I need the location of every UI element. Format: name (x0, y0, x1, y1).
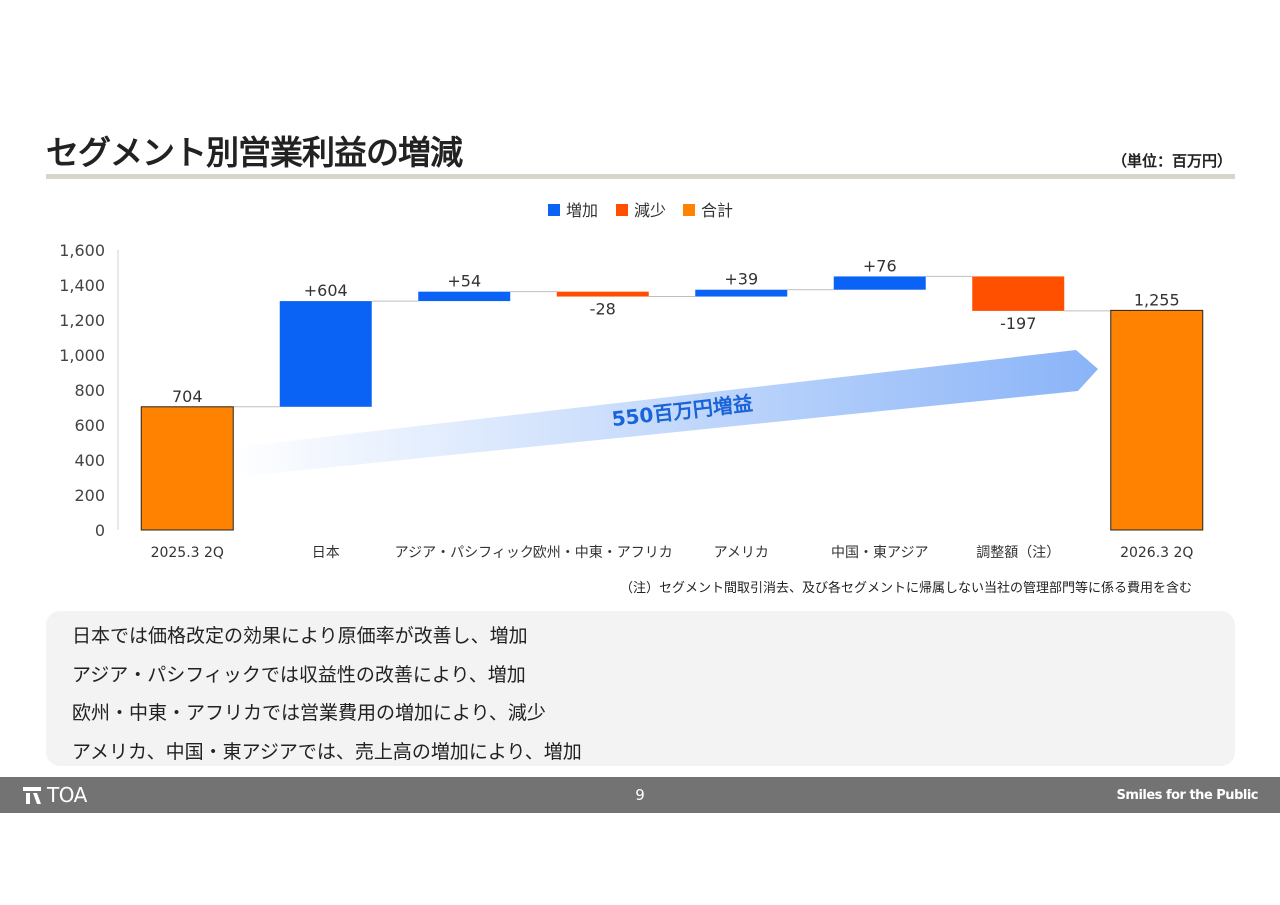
x-tick-label: アメリカ (714, 545, 769, 561)
logo-text: TOA (47, 783, 87, 807)
y-tick-label: 1,600 (59, 241, 105, 260)
x-tick-label: 欧州・中東・アフリカ (533, 545, 673, 561)
y-tick-label: 800 (74, 381, 105, 400)
data-label: 704 (172, 387, 203, 406)
summary-item: 日本では価格改定の効果により原価率が改善し、増加 (72, 625, 528, 647)
logo-mark-icon (23, 787, 41, 804)
unit-label: （単位：百万円） (1111, 152, 1232, 170)
data-label: +76 (863, 256, 897, 275)
summary-item: アメリカ、中国・東アジアでは、売上高の増加により、増加 (72, 740, 582, 763)
data-label: -197 (1000, 314, 1036, 333)
y-tick-label: 1,200 (59, 311, 105, 330)
bar (556, 291, 649, 297)
page-title: セグメント別営業利益の増減 (46, 133, 463, 172)
x-tick-label: アジア・パシフィック (395, 545, 534, 561)
data-label: 1,255 (1134, 290, 1180, 309)
footer-bar: TOA 9 Smiles for the Public (0, 777, 1280, 813)
x-tick-label: 2026.3 2Q (1120, 545, 1193, 561)
chart-legend: 増加 減少 合計 (548, 201, 733, 220)
legend-label: 増加 (566, 201, 598, 220)
bar (418, 291, 511, 302)
legend-swatch (548, 204, 560, 216)
data-label: +54 (447, 272, 481, 291)
x-tick-label: 調整額（注） (976, 545, 1060, 561)
y-tick-label: 200 (74, 486, 105, 505)
bar (833, 276, 926, 290)
data-labels: 704 +604 +54 -28 +39 +76 -197 1,255 (172, 256, 1180, 405)
growth-arrow (230, 350, 1098, 476)
summary-item: 欧州・中東・アフリカでは営業費用の増加により、減少 (72, 702, 546, 724)
connector-lines (233, 275, 1111, 408)
data-label: -28 (590, 300, 616, 319)
summary-item: アジア・パシフィックでは収益性の改善により、増加 (72, 663, 526, 686)
bar (279, 301, 372, 407)
bar (695, 289, 788, 297)
y-tick-label: 600 (74, 416, 105, 435)
x-tick-label: 中国・東アジア (831, 545, 928, 561)
legend-label: 合計 (701, 201, 733, 220)
legend-label: 減少 (634, 201, 666, 220)
tagline: Smiles for the Public (1116, 788, 1259, 803)
chart-footnote: （注）セグメント間取引消去、及び各セグメントに帰属しない当社の管理部門等に係る費… (619, 581, 1192, 596)
company-logo: TOA (22, 783, 87, 807)
y-tick-label: 1,400 (59, 276, 105, 295)
x-tick-label: 日本 (312, 545, 340, 561)
waterfall-chart: 増加 減少 合計 0 200 400 600 800 1,000 1,200 1,400 1,600… (59, 201, 1204, 561)
y-tick-label: 0 (95, 521, 105, 540)
page-number: 9 (635, 786, 645, 804)
legend-swatch (683, 204, 695, 216)
y-tick-label: 1,000 (59, 346, 105, 365)
bar (972, 276, 1065, 311)
data-label: +604 (304, 281, 348, 300)
bar (1110, 309, 1204, 531)
y-axis: 0 200 400 600 800 1,000 1,200 1,400 1,600 (59, 241, 119, 540)
data-label: +39 (724, 270, 758, 289)
title-divider (46, 174, 1235, 179)
y-tick-label: 400 (74, 451, 105, 470)
bars (140, 276, 1204, 531)
bar (140, 406, 234, 531)
legend-swatch (616, 204, 628, 216)
summary-box: 日本では価格改定の効果により原価率が改善し、増加 アジア・パシフィックでは収益性… (46, 611, 1235, 766)
x-tick-label: 2025.3 2Q (151, 545, 224, 561)
